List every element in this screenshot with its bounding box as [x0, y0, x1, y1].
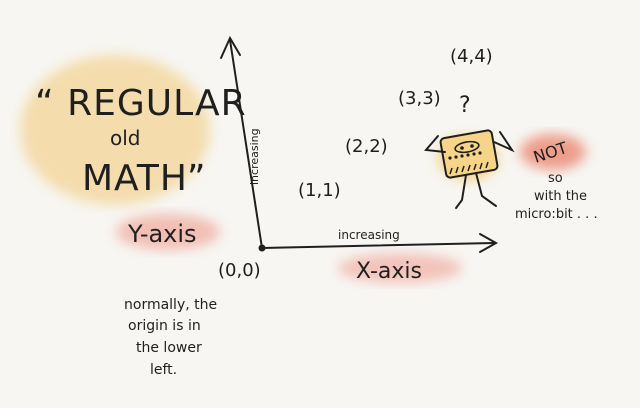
y-axis-label: Y-axis: [127, 220, 197, 248]
not-highlight: [520, 134, 586, 170]
microbit-note-line-1: so: [548, 171, 563, 186]
x-axis: [261, 233, 499, 253]
microbit-note-line-2: with the: [534, 189, 587, 204]
title-line-2: old: [110, 126, 141, 150]
point-label-0-0: (0,0): [218, 260, 261, 281]
title-highlight: [20, 55, 210, 205]
title-line-3: MATH”: [82, 158, 207, 199]
point-label-4-4: (4,4): [450, 46, 493, 67]
origin-note-line-2: origin is in: [128, 318, 201, 334]
x-axis-highlight: [338, 253, 462, 283]
point-label-2-2: (2,2): [345, 136, 388, 157]
origin-note-line-4: left.: [150, 362, 177, 378]
title-line-1: “ REGULAR: [35, 83, 247, 124]
x-axis-increasing-label: increasing: [338, 228, 400, 242]
y-axis-highlight: [116, 214, 220, 250]
x-axis-label: X-axis: [356, 259, 422, 284]
microbit-question-mark: ?: [459, 93, 471, 118]
point-label-1-1: (1,1): [298, 180, 341, 201]
microbit-note-line-3: micro:bit . . .: [515, 207, 598, 222]
origin-note-line-3: the lower: [136, 340, 202, 356]
origin-note-line-1: normally, the: [124, 297, 217, 313]
y-axis: [220, 35, 263, 249]
y-axis-increasing-label: increasing: [248, 128, 261, 185]
origin-dot: [258, 244, 266, 252]
microbit-character-icon: [424, 129, 515, 209]
point-label-3-3: (3,3): [398, 88, 441, 109]
